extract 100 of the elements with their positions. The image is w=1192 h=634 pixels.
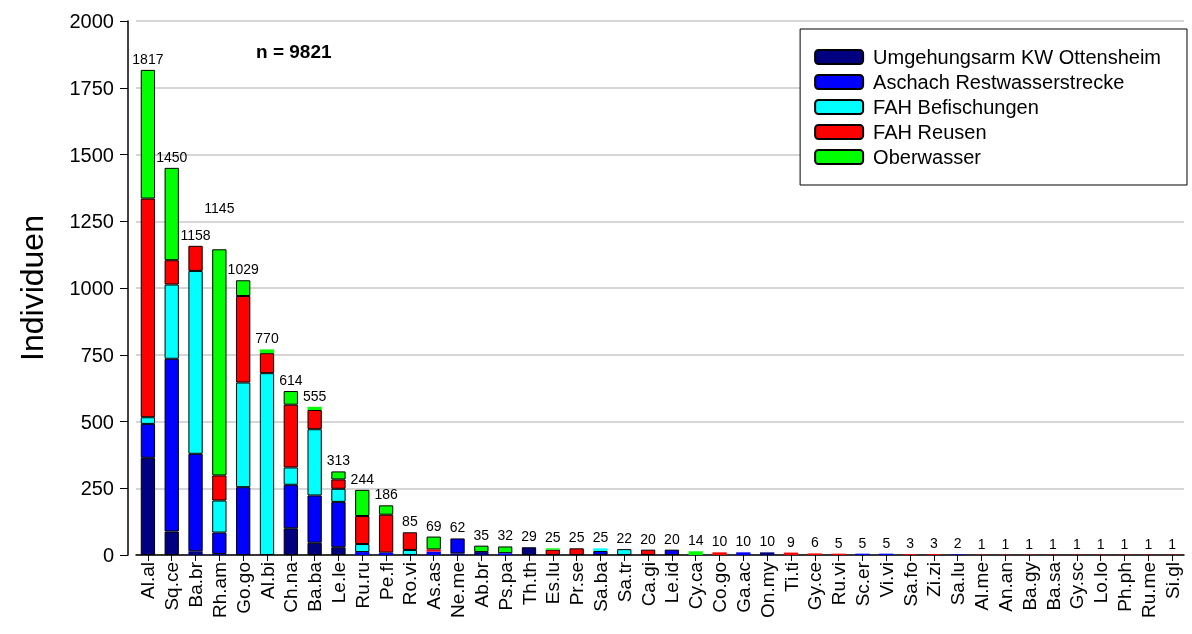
x-tick-label: Sq.ce (161, 562, 183, 611)
total-label: 3 (930, 535, 939, 552)
y-tick-label: 250 (80, 477, 114, 500)
legend-label: Aschach Restwasserstrecke (873, 71, 1125, 93)
total-label: 9 (787, 533, 796, 550)
x-tick-label: Ba.ba (304, 561, 326, 612)
total-label: 20 (640, 530, 657, 547)
x-tick-label: Le.id (661, 562, 683, 604)
x-tick-label: Ru.vi (828, 562, 850, 606)
total-label: 5 (882, 534, 891, 551)
total-label: 186 (374, 486, 398, 503)
total-label: 35 (473, 526, 490, 543)
x-tick-label: Ru.ru (351, 562, 373, 609)
x-tick-label: Si.gl (1161, 562, 1183, 599)
x-tick-label: Sa.tr (613, 561, 635, 603)
x-tick-label: Gy.ce (804, 562, 826, 611)
total-label: 1 (1072, 535, 1081, 552)
total-label: 1 (1001, 535, 1010, 552)
x-tick-label: Sc.er (851, 561, 873, 607)
x-tick-label: As.as (423, 562, 445, 610)
x-tick-label: Lo.lo (1090, 562, 1112, 604)
y-tick-label: 1250 (69, 210, 114, 233)
total-label: 25 (545, 529, 561, 546)
x-tick-label: Al.me (971, 562, 993, 611)
total-label: 1 (1049, 535, 1058, 552)
total-label: 1 (1025, 535, 1034, 552)
x-tick-label: On.my (756, 561, 778, 618)
annotation: n = 9821 (256, 41, 332, 62)
total-label: 555 (302, 387, 327, 404)
x-tick-label: Go.go (232, 562, 254, 614)
total-label: 10 (759, 533, 776, 550)
x-tick-label: Ba.sa (1042, 561, 1064, 611)
x-tick-label: Ga.ac (732, 562, 754, 613)
x-tick-label: Pe.fl (375, 562, 397, 601)
x-tick-label: Al.bi (256, 562, 278, 599)
total-label: 1145 (204, 200, 235, 217)
total-label: 5 (834, 534, 843, 551)
x-tick-label: Ti.ti (780, 562, 802, 592)
total-label: 1 (1144, 535, 1153, 552)
legend-label: FAH Reusen (873, 121, 987, 143)
x-tick-label: Ba.br (185, 561, 207, 608)
total-label: 10 (711, 533, 728, 550)
x-tick-label: Co.go (709, 562, 731, 613)
legend-label: Umgehungsarm KW Ottensheim (873, 46, 1162, 68)
x-tick-label: Pr.se (566, 562, 588, 606)
x-tick-label: Rh.am (208, 562, 230, 618)
total-label: 1 (1120, 535, 1129, 552)
x-tick-label: Es.lu (542, 562, 564, 605)
total-label: 1 (977, 535, 986, 552)
x-tick-label: Vi.vi (875, 562, 897, 598)
total-label: 69 (425, 517, 442, 534)
y-tick-label: 1500 (69, 143, 114, 166)
x-tick-label: Sa.fo (899, 562, 921, 607)
total-label: 313 (326, 452, 351, 469)
x-tick-label: Le.le (327, 562, 349, 604)
x-tick-label: Ba.gy (1018, 561, 1040, 611)
x-tick-label: Ph.ph (1113, 562, 1135, 612)
x-tick-label: Ab.br (470, 561, 492, 608)
total-label: 62 (449, 519, 466, 536)
total-label: 10 (735, 533, 752, 550)
total-label: 1158 (180, 226, 211, 243)
total-label: 1029 (227, 261, 259, 278)
y-tick-label: 2000 (69, 10, 114, 32)
total-label: 25 (568, 529, 585, 546)
y-axis-title: Individuen (14, 215, 50, 361)
total-label: 29 (521, 528, 537, 545)
y-tick-label: 500 (80, 410, 114, 433)
total-label: 6 (810, 534, 819, 551)
x-tick-label: Gy.sc (1066, 562, 1088, 610)
x-tick-label: Ca.gi (637, 562, 659, 607)
x-tick-label: Ps.pa (494, 561, 516, 611)
y-tick-label: 0 (102, 544, 114, 566)
x-tick-label: Ro.vi (399, 562, 421, 606)
legend-label: FAH Befischungen (873, 96, 1039, 118)
y-tick-label: 1000 (69, 277, 114, 299)
total-label: 244 (350, 470, 375, 487)
y-tick-label: 1750 (69, 76, 114, 99)
x-tick-label: Al.al (137, 562, 159, 599)
total-label: 85 (402, 513, 418, 530)
total-label: 1450 (156, 148, 188, 165)
x-tick-label: Sa.lu (947, 562, 969, 606)
x-tick-label: Sa.ba (589, 561, 611, 612)
total-label: 3 (906, 535, 915, 552)
x-tick-label: Ru.me (1137, 562, 1159, 618)
total-label: 20 (664, 530, 680, 547)
total-label: 1817 (132, 50, 164, 67)
x-tick-label: Ne.me (447, 562, 469, 618)
y-tick-label: 750 (80, 343, 114, 366)
x-tick-label: Zi.zi (923, 562, 945, 597)
total-label: 770 (255, 330, 279, 347)
total-label: 14 (687, 532, 704, 549)
x-tick-label: An.an (994, 562, 1016, 612)
total-label: 614 (279, 372, 303, 389)
total-label: 25 (592, 529, 609, 546)
legend-label: Oberwasser (873, 146, 982, 168)
total-label: 5 (858, 534, 867, 551)
x-tick-label: Th.th (518, 562, 540, 606)
x-tick-label: Ch.na (280, 561, 302, 613)
total-label: 1 (1096, 535, 1105, 552)
total-label: 1 (1168, 535, 1177, 552)
